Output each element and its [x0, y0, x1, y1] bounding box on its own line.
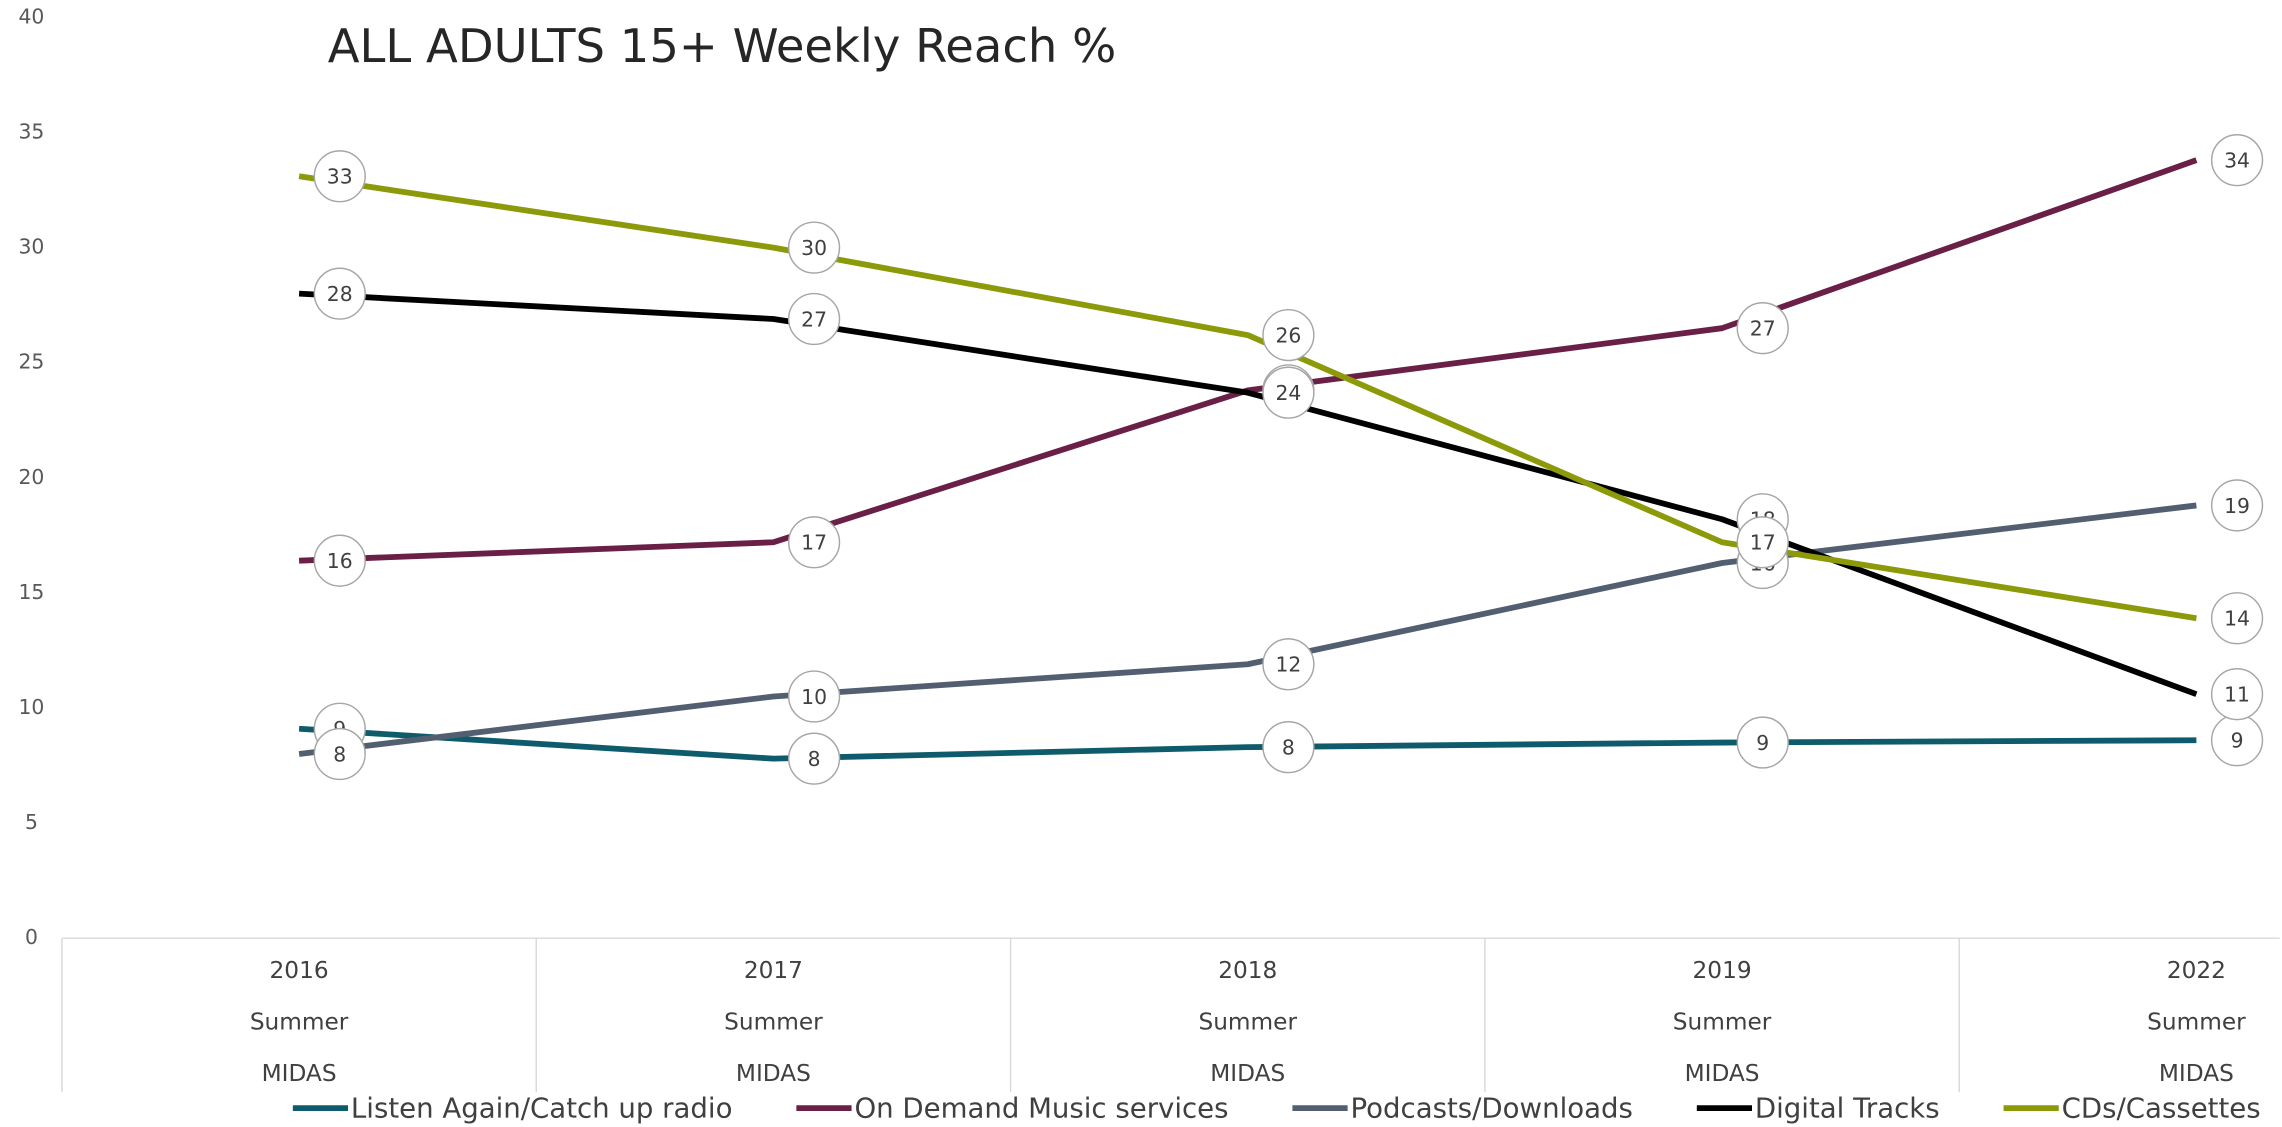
data-label: 11: [2224, 683, 2250, 707]
data-label-bubble: [787, 732, 841, 785]
x-tick-label: 2018: [1218, 957, 1277, 984]
legend-label: Digital Tracks: [1755, 1092, 1940, 1125]
data-label: 28: [327, 282, 353, 306]
data-label-bubble: [787, 670, 841, 723]
series-line: [298, 290, 2198, 697]
y-tick-label: 25: [18, 350, 44, 374]
data-label: 33: [327, 165, 353, 189]
data-label-bubble: [313, 150, 366, 203]
x-tick-label: MIDAS: [1685, 1060, 1760, 1087]
y-tick-label: 40: [18, 4, 44, 28]
data-label-bubble: [1736, 302, 1789, 355]
data-label-bubble: [2210, 592, 2264, 645]
data-label: 17: [1750, 531, 1776, 555]
x-tick-label: MIDAS: [262, 1060, 337, 1087]
data-label: 34: [2224, 149, 2250, 173]
y-tick-label: 15: [18, 580, 44, 604]
x-tick-label: Summer: [1198, 1009, 1297, 1036]
data-label-bubble: [313, 534, 366, 587]
data-label-bubble: [2210, 479, 2264, 532]
data-label-bubble: [1262, 366, 1315, 419]
x-tick-label: 2017: [744, 957, 803, 984]
x-tick-label: MIDAS: [1210, 1060, 1285, 1087]
plot-area: 0 5 10 15 20 25 30 35 40 2016 Summer MIDAS 2017 Summe…: [18, 4, 2280, 1093]
data-label-bubble: [2210, 134, 2264, 187]
series-line: [298, 173, 2197, 622]
y-tick-label: 30: [18, 235, 44, 259]
data-label: 8: [1282, 736, 1295, 760]
data-label: 26: [1275, 324, 1301, 348]
x-tick-label: Summer: [724, 1009, 823, 1036]
x-tick-label: Summer: [1673, 1009, 1772, 1036]
legend-label: Listen Again/Catch up radio: [351, 1092, 733, 1125]
data-label: 8: [333, 742, 346, 766]
data-label-bubble: [787, 516, 841, 569]
data-label-bubble: [1736, 716, 1789, 769]
x-tick-label: MIDAS: [736, 1060, 811, 1087]
x-tick-label: 2022: [2167, 957, 2226, 984]
data-label: 30: [801, 236, 827, 260]
series-line: [298, 502, 2197, 757]
y-tick-label: 5: [25, 810, 38, 834]
data-label: 16: [327, 549, 353, 573]
data-label: 17: [801, 531, 827, 555]
data-label-bubble: [787, 221, 841, 274]
data-label-bubble: [1736, 516, 1789, 569]
chart-title: ALL ADULTS 15+ Weekly Reach %: [328, 19, 1117, 73]
x-tick-label: Summer: [250, 1009, 349, 1036]
data-label: 9: [1756, 731, 1769, 755]
legend-label: Podcasts/Downloads: [1351, 1092, 1633, 1125]
legend-label: CDs/Cassettes: [2062, 1092, 2261, 1125]
y-tick-label: 0: [25, 925, 38, 949]
data-label: 19: [2224, 494, 2250, 518]
data-label-bubble: [313, 727, 366, 781]
legend-label: On Demand Music services: [854, 1092, 1228, 1125]
data-label: 9: [2231, 729, 2244, 753]
data-label: 14: [2224, 607, 2250, 631]
series-line: [298, 725, 2197, 762]
data-label: 10: [801, 685, 827, 709]
data-label-bubble: [2210, 668, 2264, 721]
data-label: 8: [808, 747, 821, 771]
data-label: 24: [1275, 381, 1301, 405]
data-label-bubble: [1262, 308, 1315, 362]
x-tick-label: 2019: [1693, 957, 1752, 984]
data-label-bubble: [787, 292, 841, 346]
data-label: 12: [1275, 653, 1301, 677]
data-label-bubble: [1262, 638, 1315, 691]
data-label-bubble: [1262, 720, 1315, 774]
x-tick-label: MIDAS: [2159, 1060, 2234, 1087]
data-label: 27: [1750, 317, 1776, 341]
y-tick-label: 20: [18, 465, 44, 489]
data-label: 27: [801, 307, 827, 331]
x-tick-label: 2016: [270, 957, 329, 984]
legend: Listen Again/Catch up radio On Demand Mus…: [292, 1092, 2261, 1125]
y-tick-label: 10: [18, 695, 44, 719]
y-tick-label: 35: [18, 120, 44, 144]
data-label-bubble: [313, 267, 366, 320]
x-tick-label: Summer: [2147, 1009, 2246, 1036]
